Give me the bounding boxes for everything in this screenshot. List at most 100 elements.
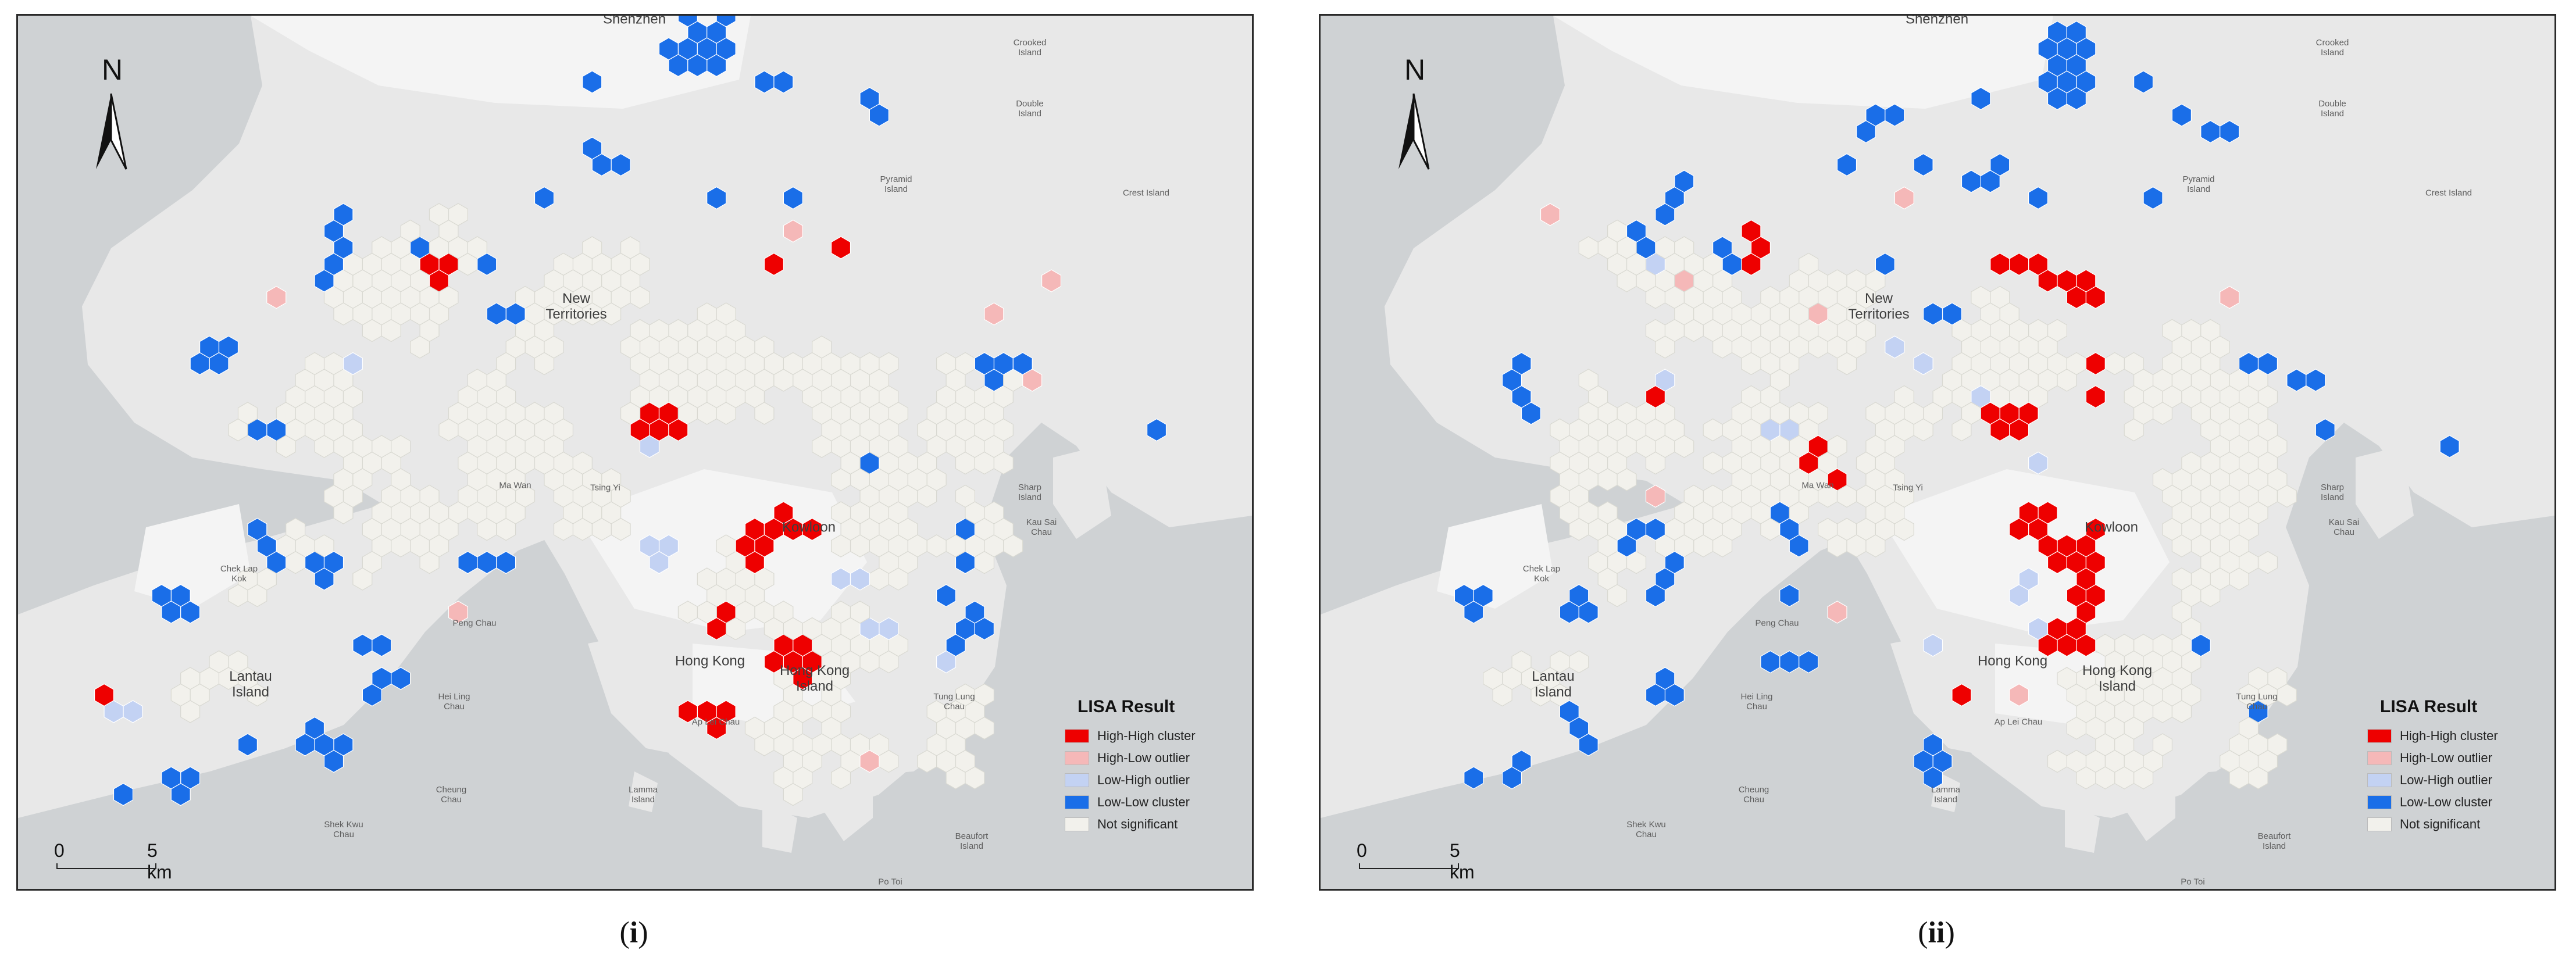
hex-cell-low-low xyxy=(1913,153,1933,177)
landmass xyxy=(762,801,797,853)
hex-cell-not-significant xyxy=(879,352,899,376)
hex-cell-not-significant xyxy=(1645,451,1666,475)
hex-cell-high-high xyxy=(763,252,784,276)
place-label-tung-lung-chau: Tung Lung Chau xyxy=(933,692,975,712)
hex-cell-low-high xyxy=(879,617,899,641)
hex-cell-not-significant xyxy=(2104,650,2125,674)
hex-cell-low-low xyxy=(1875,252,1895,276)
hex-cell-low-low xyxy=(2315,418,2335,442)
legend-title: LISA Result xyxy=(2380,697,2478,716)
hex-cell-not-significant xyxy=(1760,285,1781,309)
place-label-crest-island: Crest Island xyxy=(1122,188,1170,198)
hex-cell-not-significant xyxy=(1856,285,1876,309)
legend-swatch xyxy=(2367,795,2392,809)
hex-cell-high-high xyxy=(716,700,736,723)
hex-cell-low-low xyxy=(1712,236,1733,259)
hex-cell-low-low xyxy=(2066,87,2087,110)
hex-cell-not-significant xyxy=(2076,766,2096,789)
hex-cell-low-low xyxy=(716,37,736,60)
north-arrow-icon xyxy=(1398,93,1430,170)
hex-cell-not-significant xyxy=(237,402,258,425)
hex-cell-not-significant xyxy=(850,601,870,624)
hex-cell-high-high xyxy=(802,517,822,541)
map-panel-i: Shenzhen New Territories Kowloon Hong Kong Ho… xyxy=(16,14,1254,891)
hex-cell-low-low xyxy=(1502,766,1522,789)
hex-cell-high-high xyxy=(773,501,794,524)
hex-cell-not-significant xyxy=(965,766,985,789)
hex-cell-not-significant xyxy=(228,584,248,608)
hex-cell-not-significant xyxy=(1856,451,1876,475)
hex-cell-not-significant xyxy=(505,501,526,524)
place-label-beaufort: Beaufort Island xyxy=(2257,831,2291,851)
hex-cell-low-low xyxy=(218,335,239,359)
hex-cell-not-significant xyxy=(1741,352,1761,376)
legend-swatch xyxy=(1065,751,1089,765)
caption-ii: (ii) xyxy=(1918,916,1955,950)
hex-cell-not-significant xyxy=(1703,451,1723,475)
hex-cell-not-significant xyxy=(1645,285,1666,309)
legend-label: High-Low outlier xyxy=(2400,751,2492,765)
scale-start-label: 0 xyxy=(54,840,65,861)
landmass xyxy=(1321,458,1879,818)
hex-cell-high-high xyxy=(830,236,851,259)
hex-cell-low-low xyxy=(1674,170,1694,193)
legend-item-not-significant: Not significant xyxy=(2367,813,2542,835)
place-label-hei-ling-chau: Hei Ling Chau xyxy=(438,692,470,712)
legend-swatch xyxy=(2367,751,2392,765)
hex-cell-not-significant xyxy=(276,435,296,458)
hex-cell-not-significant xyxy=(381,484,401,508)
hex-cell-low-low xyxy=(1913,749,1933,773)
hex-cell-not-significant xyxy=(859,418,880,442)
hex-cell-high-high xyxy=(2018,402,2039,425)
scale-start-label: 0 xyxy=(1357,840,1367,861)
legend-label: High-High cluster xyxy=(2400,728,2498,743)
hex-cell-high-low xyxy=(2009,683,2029,707)
place-label-new-territories: New Territories xyxy=(545,291,607,322)
place-label-cheung-chau: Cheung Chau xyxy=(436,785,467,805)
legend-swatch xyxy=(1065,729,1089,743)
caption-number: i xyxy=(629,916,638,949)
hex-cell-low-low xyxy=(2133,70,2154,94)
place-label-new-territories: New Territories xyxy=(1848,291,1910,322)
hex-cell-low-low xyxy=(486,302,506,326)
hex-cell-low-low xyxy=(2306,369,2326,392)
hex-cell-low-low xyxy=(477,252,497,276)
hex-cell-low-low xyxy=(1664,551,1685,574)
hex-cell-not-significant xyxy=(2238,683,2259,707)
hex-cell-not-significant xyxy=(180,700,201,723)
hex-cell-not-significant xyxy=(2257,749,2278,773)
hex-cell-low-low xyxy=(2171,103,2192,127)
hex-cell-high-high xyxy=(2085,551,2106,574)
basemap xyxy=(1321,16,2554,889)
hex-cell-not-significant xyxy=(391,435,411,458)
hex-cell-low-low xyxy=(1836,153,1857,177)
hex-cell-not-significant xyxy=(544,435,564,458)
place-label-lantau: Lantau Island xyxy=(1532,669,1575,700)
hex-cell-not-significant xyxy=(1836,352,1857,376)
legend-title: LISA Result xyxy=(1078,697,1175,716)
urban-area xyxy=(1437,504,1553,609)
hex-cell-not-significant xyxy=(1856,319,1876,342)
scale-line xyxy=(56,868,156,869)
caption-close: ) xyxy=(638,916,648,949)
hex-cell-low-high xyxy=(1885,335,1905,359)
place-label-shenzhen: Shenzhen xyxy=(602,14,666,27)
hex-cell-not-significant xyxy=(333,402,354,425)
hex-cell-not-significant xyxy=(247,683,267,707)
hex-layer xyxy=(94,16,1167,806)
hex-cell-low-low xyxy=(333,236,354,259)
hex-cell-not-significant xyxy=(917,749,937,773)
hex-cell-not-significant xyxy=(1674,435,1694,458)
north-arrow: N xyxy=(1385,53,1443,175)
hex-cell-low-low xyxy=(1779,517,1800,541)
hex-cell-not-significant xyxy=(1578,402,1599,425)
hex-cell-not-significant xyxy=(2057,667,2077,690)
hex-cell-low-low xyxy=(2220,120,2240,144)
legend-item-not-significant: Not significant xyxy=(1065,813,1239,835)
hex-cell-low-low xyxy=(496,551,516,574)
place-label-ma-wan: Ma Wan xyxy=(1801,480,1834,491)
legend-item-low-low: Low-Low cluster xyxy=(1065,791,1239,813)
hex-cell-not-significant xyxy=(1951,352,1972,376)
hex-cell-low-low xyxy=(974,352,995,376)
hex-cell-low-low xyxy=(1645,584,1666,608)
